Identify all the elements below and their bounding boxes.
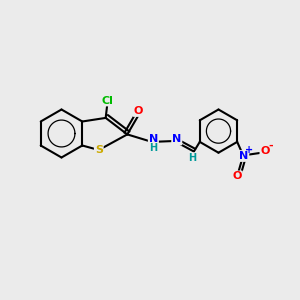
Text: O: O <box>260 146 270 156</box>
Text: -: - <box>268 141 272 151</box>
Text: O: O <box>134 106 143 116</box>
Text: H: H <box>188 153 196 163</box>
Text: N: N <box>149 134 158 145</box>
Text: O: O <box>232 171 242 182</box>
Text: S: S <box>95 145 103 155</box>
Text: N: N <box>172 134 182 145</box>
Text: N: N <box>239 151 248 161</box>
Text: +: + <box>245 145 253 155</box>
Text: H: H <box>149 143 158 154</box>
Text: Cl: Cl <box>101 95 113 106</box>
